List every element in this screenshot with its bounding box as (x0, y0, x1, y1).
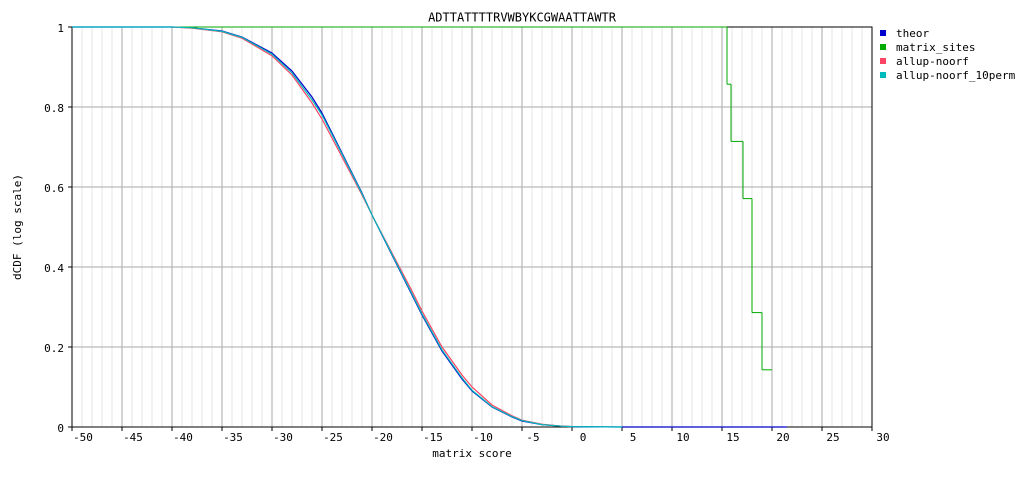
y-tick-label: 0.6 (44, 182, 64, 195)
x-tick-label: 10 (676, 431, 689, 444)
y-tick-label: 0.8 (44, 102, 64, 115)
y-tick-label: 1 (57, 22, 64, 35)
x-tick-label: -20 (373, 431, 393, 444)
y-axis-label: dCDF (log scale) (11, 174, 24, 280)
x-tick-label: -25 (323, 431, 343, 444)
legend-swatch (880, 30, 886, 36)
x-tick-label: -30 (273, 431, 293, 444)
y-tick-label: 0.4 (44, 262, 64, 275)
series-line (72, 26, 787, 428)
legend-label: theor (896, 27, 929, 40)
chart-title: ADTTATTTTRVWBYKCGWAATTAWTR (428, 11, 617, 25)
x-tick-label: 30 (876, 431, 889, 444)
x-tick-label: -15 (423, 431, 443, 444)
legend-swatch (880, 58, 886, 64)
y-tick-label: 0.2 (44, 342, 64, 355)
legend-label: allup-noorf (896, 55, 969, 68)
x-tick-label: -5 (526, 431, 539, 444)
x-tick-label: -40 (173, 431, 193, 444)
x-tick-label: 25 (826, 431, 839, 444)
x-tick-label: 5 (630, 431, 637, 444)
x-tick-label: -10 (473, 431, 493, 444)
x-tick-label: -50 (73, 431, 93, 444)
x-axis-label: matrix score (432, 447, 511, 460)
y-tick-label: 0 (57, 422, 64, 435)
x-tick-label: -35 (223, 431, 243, 444)
x-tick-label: 0 (580, 431, 587, 444)
x-tick-label: 20 (776, 431, 789, 444)
x-tick-label: 15 (726, 431, 739, 444)
legend-label: matrix_sites (896, 41, 975, 54)
series-line (72, 26, 623, 428)
legend-swatch (880, 72, 886, 78)
x-tick-label: -45 (123, 431, 143, 444)
legend-swatch (880, 44, 886, 50)
legend-label: allup-noorf_10perm (896, 69, 1016, 82)
